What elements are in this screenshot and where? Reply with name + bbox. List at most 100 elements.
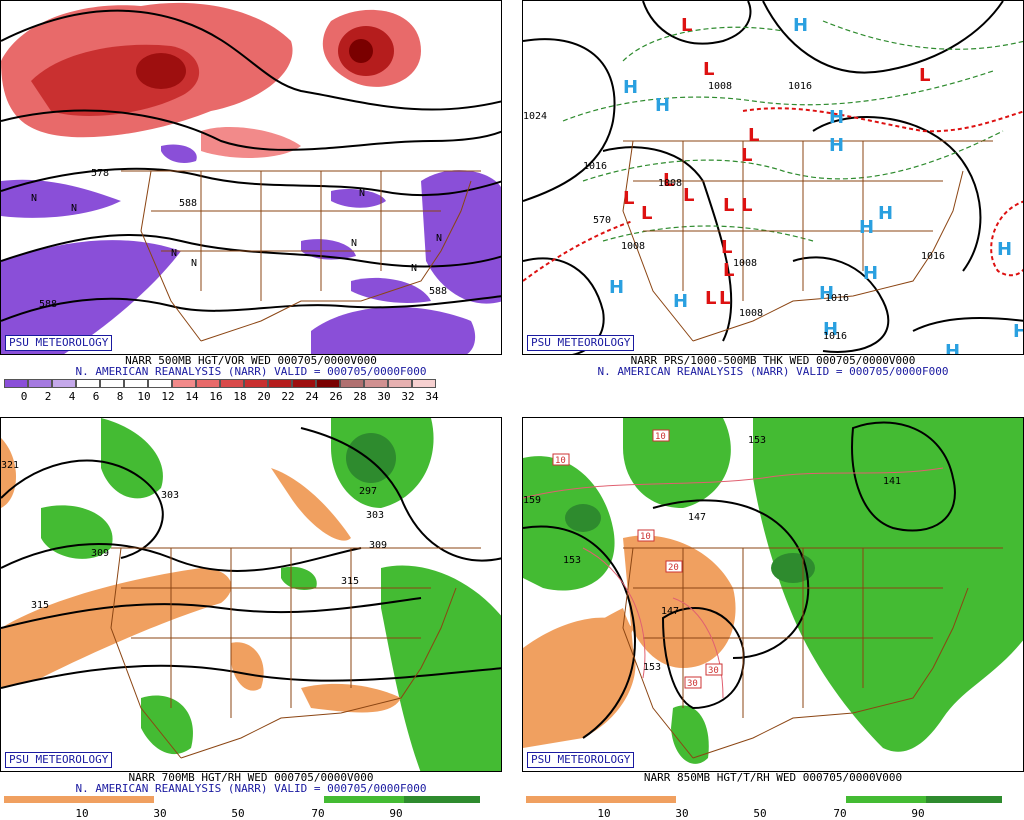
colorbar-label: 26 — [329, 390, 343, 403]
caption-product: NARR 500MB HGT/VOR WED 000705/0000V000 — [125, 354, 377, 367]
vort-n-1: N — [31, 193, 37, 204]
colorbar-label: 8 — [116, 390, 124, 403]
isobar-1008-a: 1008 — [708, 81, 732, 92]
colorbar-swatch — [172, 379, 196, 388]
colorbar-swatch — [340, 379, 364, 388]
vort-n-2: N — [71, 203, 77, 214]
colorbar-swatch — [76, 379, 100, 388]
svg-text:L: L — [723, 195, 734, 216]
rh-colorbar-segment — [404, 796, 480, 803]
svg-text:L: L — [683, 185, 694, 206]
map-850mb: 153 159 153 147 147 141 153 10 10 10 20 … — [522, 417, 1024, 772]
colorbar-label: 18 — [233, 390, 247, 403]
colorbar-swatch — [148, 379, 172, 388]
hgt-309-a: 309 — [91, 548, 109, 559]
colorbar-label: 12 — [161, 390, 175, 403]
svg-text:H: H — [819, 283, 834, 304]
rh-colorbar-segment — [926, 796, 1002, 803]
svg-text:H: H — [829, 135, 844, 156]
svg-text:L: L — [919, 65, 930, 86]
colorbar-label: 20 — [257, 390, 271, 403]
hgt-159: 159 — [523, 495, 541, 506]
colorbar-swatch — [244, 379, 268, 388]
hgt-303-a: 303 — [161, 490, 179, 501]
svg-text:H: H — [673, 291, 688, 312]
rh700-map: 321 303 297 303 309 309 315 315 — [1, 418, 501, 771]
isobar-1016-c: 1016 — [825, 293, 849, 304]
isobar-1008-b: 1008 — [658, 178, 682, 189]
svg-text:H: H — [609, 277, 624, 298]
temp-10-c: 10 — [640, 532, 651, 542]
colorbar-label: 14 — [185, 390, 199, 403]
rh-colorbar-segment — [4, 796, 154, 803]
isobar-1008-c: 1008 — [621, 241, 645, 252]
hgt-315-b: 315 — [31, 600, 49, 611]
svg-text:L: L — [641, 203, 652, 224]
rh-colorbar-label: 50 — [231, 807, 245, 820]
colorbar-label: 34 — [425, 390, 439, 403]
svg-text:H: H — [655, 95, 670, 116]
svg-text:H: H — [623, 77, 638, 98]
isobar-1016-a: 1016 — [788, 81, 812, 92]
svg-text:L: L — [705, 288, 716, 309]
svg-text:L: L — [741, 145, 752, 166]
psu-badge: PSU METEOROLOGY — [5, 335, 113, 351]
svg-text:H: H — [997, 239, 1012, 260]
svg-text:L: L — [681, 15, 692, 36]
rh-colorbar-segment — [154, 796, 324, 803]
svg-text:L: L — [723, 260, 734, 281]
rh-colorbar-segment — [526, 796, 676, 803]
colorbar-label: 10 — [137, 390, 151, 403]
hgt-153-c: 153 — [643, 662, 661, 673]
vort-n-7: N — [411, 263, 417, 274]
svg-text:L: L — [721, 237, 732, 258]
colorbar-swatch — [124, 379, 148, 388]
rh-colorbar-label: 10 — [75, 807, 89, 820]
isobar-1008-e: 1008 — [739, 308, 763, 319]
hgt-321: 321 — [1, 460, 19, 471]
colorbar-label: 24 — [305, 390, 319, 403]
colorbar-label: 16 — [209, 390, 223, 403]
svg-text:L: L — [623, 188, 634, 209]
vort-n-6: N — [436, 233, 442, 244]
hgt-147-a: 147 — [688, 512, 706, 523]
svg-text:L: L — [741, 195, 752, 216]
vort-n-8: N — [359, 188, 365, 199]
psu-badge: PSU METEOROLOGY — [527, 335, 635, 351]
rh-colorbar-labels: 10 30 50 70 90 — [526, 807, 1006, 820]
temp-30-a: 30 — [708, 666, 719, 676]
colorbar-swatch — [292, 379, 316, 388]
colorbar-swatch — [268, 379, 292, 388]
panel-500mb-vorticity: 588 578 588 588 N N N N N N N N PSU METE… — [0, 0, 502, 403]
label-588-c: 588 — [429, 286, 447, 297]
colorbar-swatch — [388, 379, 412, 388]
caption-product: NARR PRS/1000-500MB THK WED 000705/0000V… — [630, 354, 916, 367]
colorbar-swatch — [28, 379, 52, 388]
hgt-297: 297 — [359, 486, 377, 497]
panel-850mb-rh: 153 159 153 147 147 141 153 10 10 10 20 … — [522, 417, 1024, 820]
rh-colorbar — [526, 796, 1002, 803]
caption-product: NARR 850MB HGT/T/RH WED 000705/0000V000 — [643, 771, 903, 784]
svg-text:H: H — [793, 15, 808, 36]
map-pressure: LLL LLL LLL LLL LLL HHH HHH HHH HHH HHH … — [522, 0, 1024, 355]
rh-colorbar-segment — [676, 796, 846, 803]
hgt-309-b: 309 — [369, 540, 387, 551]
rh-colorbar-label: 70 — [833, 807, 847, 820]
colorbar-swatch — [52, 379, 76, 388]
vort-n-5: N — [351, 238, 357, 249]
svg-text:L: L — [663, 170, 674, 191]
rh-colorbar — [4, 796, 480, 803]
panel-pressure-thickness: LLL LLL LLL LLL LLL HHH HHH HHH HHH HHH … — [522, 0, 1024, 402]
svg-text:H: H — [859, 217, 874, 238]
rh-colorbar-label: 10 — [597, 807, 611, 820]
svg-text:L: L — [719, 288, 730, 309]
vort-n-3: N — [171, 248, 177, 259]
colorbar-label: 30 — [377, 390, 391, 403]
isobar-1024: 1024 — [523, 111, 547, 122]
caption-product: NARR 700MB HGT/RH WED 000705/0000V000 — [128, 771, 374, 784]
colorbar-swatch — [196, 379, 220, 388]
rh-colorbar-label: 30 — [153, 807, 167, 820]
temp-10-b: 10 — [555, 456, 566, 466]
vorticity-map: 588 578 588 588 N N N N N N N N — [1, 2, 501, 354]
colorbar-label: 28 — [353, 390, 367, 403]
